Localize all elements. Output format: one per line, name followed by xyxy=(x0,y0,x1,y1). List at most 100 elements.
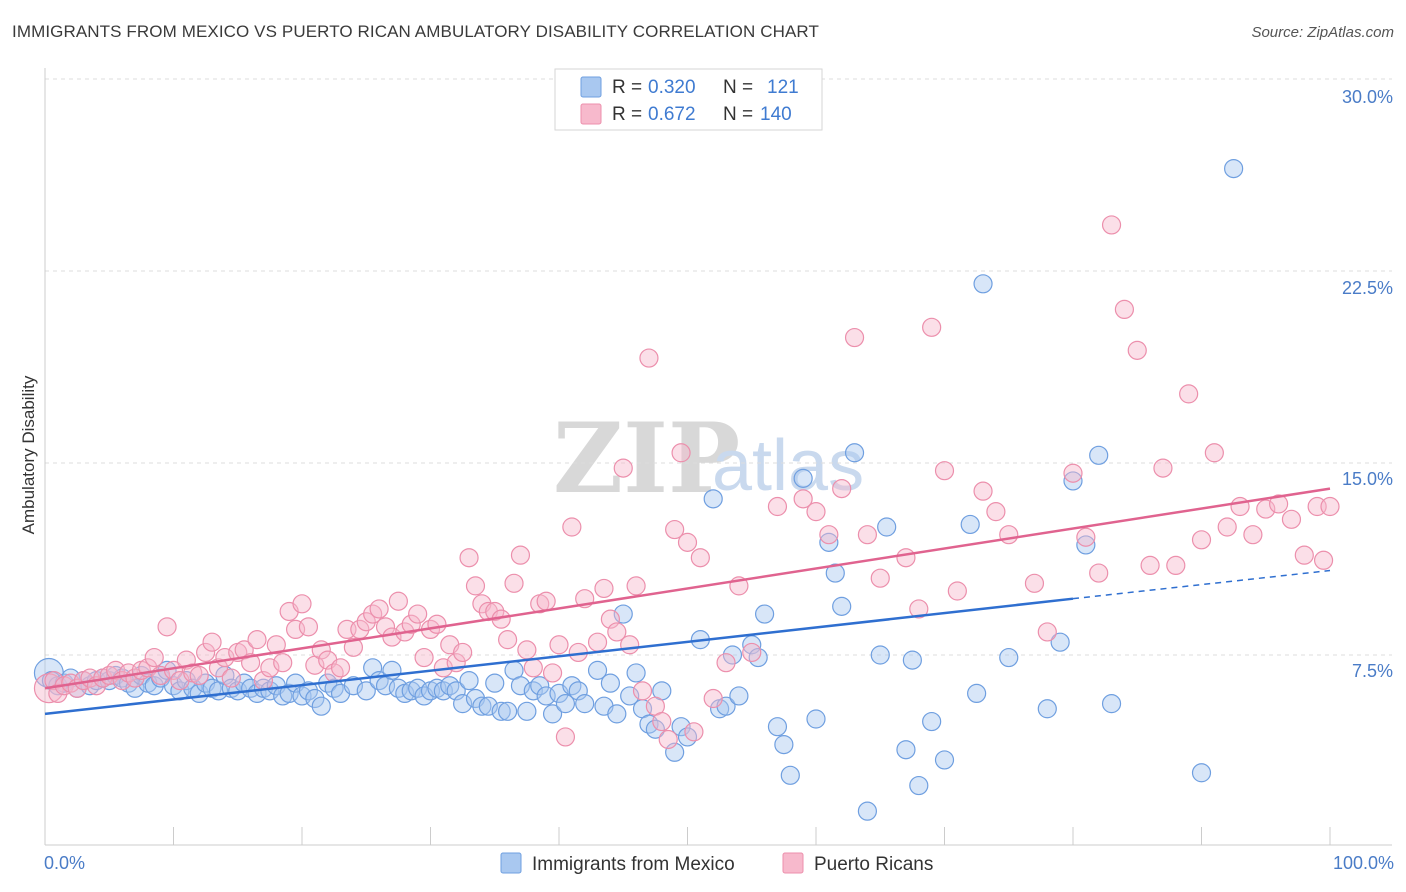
x-tick-label-max: 100.0% xyxy=(1333,853,1394,873)
puerto-rican-point-80 xyxy=(549,635,569,655)
mexico-point-73 xyxy=(517,701,537,721)
source-label: Source: ZipAtlas.com xyxy=(1251,24,1394,41)
puerto-rican-point-48 xyxy=(343,637,363,657)
puerto-rican-point-105 xyxy=(742,642,762,663)
puerto-rican-point-17 xyxy=(144,647,164,668)
y-tick-label-15: 15.0% xyxy=(1342,469,1393,489)
y-tick-label-7.5: 7.5% xyxy=(1352,661,1393,681)
mexico-point-113 xyxy=(832,596,852,616)
mexico-point-112 xyxy=(825,563,845,583)
puerto-rican-point-128 xyxy=(1114,299,1135,319)
mexico-point-47 xyxy=(343,676,363,696)
mexico-point-129 xyxy=(1063,471,1083,491)
puerto-rican-point-67 xyxy=(465,576,486,596)
mexico-point-42 xyxy=(305,688,325,709)
mexico-point-119 xyxy=(902,650,922,670)
puerto-rican-point-41 xyxy=(298,617,319,637)
mexico-point-104 xyxy=(748,647,768,668)
puerto-rican-point-117 xyxy=(934,461,955,481)
mexico-point-89 xyxy=(626,663,646,683)
puerto-rican-point-35 xyxy=(260,658,280,678)
puerto-rican-point-137 xyxy=(1230,496,1250,517)
mexico-point-108 xyxy=(780,765,800,785)
puerto-rican-point-65 xyxy=(453,642,473,663)
puerto-rican-point-129 xyxy=(1127,340,1147,360)
y-tick-label-30: 30.0% xyxy=(1342,87,1393,107)
mexico-point-107 xyxy=(774,734,794,755)
mexico-point-117 xyxy=(877,517,897,537)
grid xyxy=(45,78,1392,656)
puerto-rican-point-51 xyxy=(363,604,383,624)
trend-line-mexico-extension xyxy=(1072,569,1331,600)
puerto-rican-point-25 xyxy=(196,642,216,663)
puerto-rican-point-115 xyxy=(909,599,929,619)
puerto-rican-point-113 xyxy=(870,568,890,588)
mexico-point-66 xyxy=(472,696,492,716)
mexico-point-87 xyxy=(613,604,633,624)
mexico-point-101 xyxy=(722,645,743,665)
puerto-rican-point-76 xyxy=(523,658,543,678)
puerto-rican-point-101 xyxy=(690,548,710,568)
mexico-point-133 xyxy=(1191,763,1212,783)
puerto-rican-point-145 xyxy=(1320,496,1340,517)
puerto-rican-point-127 xyxy=(1101,215,1122,235)
mexico-point-63 xyxy=(453,694,473,714)
legend: R = 0.320 N = 121 R = 0.672 N = 140 xyxy=(554,68,823,131)
puerto-rican-point-2 xyxy=(48,683,68,704)
puerto-rican-point-142 xyxy=(1294,545,1314,565)
mexico-point-43 xyxy=(311,696,331,716)
mexico-point-111 xyxy=(819,532,839,552)
puerto-rican-point-109 xyxy=(819,525,839,545)
mexico-point-124 xyxy=(967,683,987,704)
mexico-point-17 xyxy=(144,676,164,696)
puerto-rican-point-118 xyxy=(947,581,967,601)
puerto-rican-point-82 xyxy=(562,517,582,537)
puerto-rican-point-78 xyxy=(536,591,556,611)
mexico-point-132 xyxy=(1101,694,1122,714)
puerto-rican-point-93 xyxy=(639,348,659,368)
chart-title: IMMIGRANTS FROM MEXICO VS PUERTO RICAN A… xyxy=(12,22,819,41)
puerto-rican-point-114 xyxy=(896,548,916,568)
puerto-rican-point-88 xyxy=(607,622,627,642)
puerto-rican-point-122 xyxy=(1024,573,1045,593)
mexico-point-125 xyxy=(973,274,993,294)
mexico-point-109 xyxy=(793,468,813,488)
bottom-legend-label-1: Immigrants from Mexico xyxy=(532,854,735,875)
puerto-rican-point-46 xyxy=(330,658,351,678)
puerto-rican-point-99 xyxy=(677,532,698,552)
bottom-legend-label-2: Puerto Ricans xyxy=(814,854,933,875)
puerto-rican-point-138 xyxy=(1243,525,1263,545)
mexico-point-77 xyxy=(542,704,563,724)
puerto-rican-point-134 xyxy=(1191,530,1212,550)
puerto-rican-point-74 xyxy=(510,545,531,565)
puerto-rican-point-37 xyxy=(273,653,293,673)
y-tick-label-22.5: 22.5% xyxy=(1342,278,1393,298)
puerto-rican-point-26 xyxy=(202,632,222,652)
puerto-rican-point-29 xyxy=(221,668,241,688)
puerto-rican-point-98 xyxy=(671,443,691,463)
puerto-rican-point-135 xyxy=(1204,443,1224,463)
puerto-rican-point-111 xyxy=(844,327,865,348)
puerto-rican-point-136 xyxy=(1217,517,1237,537)
mexico-point-48 xyxy=(356,681,376,701)
puerto-rican-point-103 xyxy=(716,653,736,673)
puerto-rican-point-110 xyxy=(832,479,852,499)
puerto-rican-point-120 xyxy=(986,502,1006,522)
mexico-point-105 xyxy=(754,604,775,624)
puerto-rican-point-92 xyxy=(632,681,653,701)
puerto-rican-point-144 xyxy=(1313,550,1334,570)
mexico-point-85 xyxy=(600,673,621,693)
puerto-rican-point-102 xyxy=(703,688,723,709)
mexico-point-96 xyxy=(677,727,698,747)
puerto-rican-point-27 xyxy=(208,658,229,678)
puerto-rican-point-81 xyxy=(555,727,576,747)
legend-swatch-pink xyxy=(580,103,602,125)
puerto-rican-point-91 xyxy=(626,576,646,596)
mexico-point-123 xyxy=(960,514,980,535)
trend-line-puerto-rican xyxy=(44,487,1331,690)
series-immigrants-from-mexico xyxy=(33,159,1244,821)
puerto-rican-point-52 xyxy=(369,599,389,619)
bottom-legend-swatch-pink xyxy=(782,852,804,874)
mexico-point-64 xyxy=(459,670,479,691)
